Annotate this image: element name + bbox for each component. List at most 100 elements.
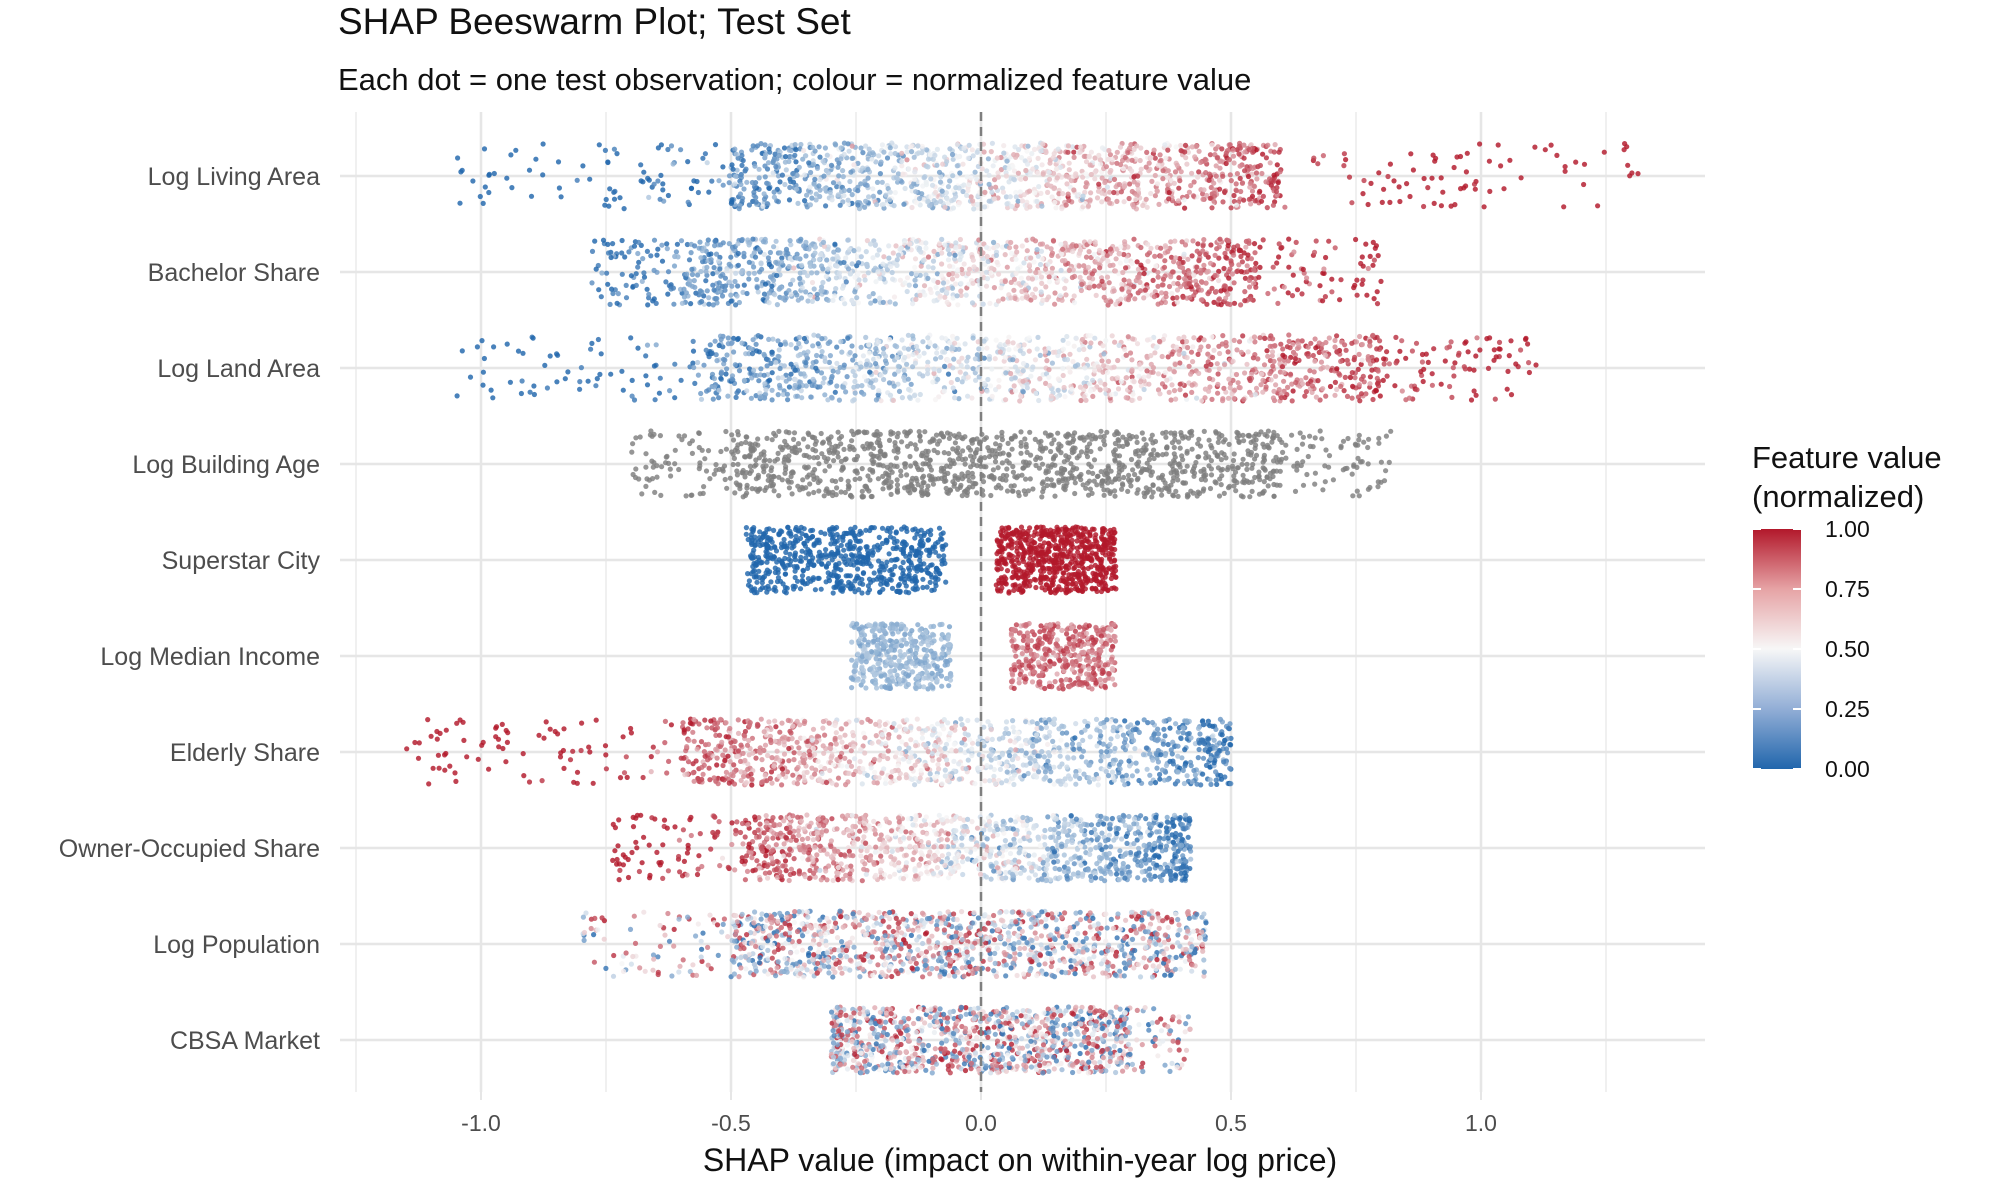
- shap-point: [966, 142, 972, 148]
- shap-point: [723, 283, 729, 289]
- shap-point: [725, 341, 732, 347]
- shap-point: [1246, 277, 1252, 283]
- shap-point: [614, 300, 620, 306]
- shap-point: [847, 178, 853, 185]
- shap-point: [739, 236, 745, 243]
- shap-point: [694, 178, 700, 185]
- shap-point: [1332, 392, 1338, 398]
- shap-point: [1134, 259, 1140, 265]
- shap-point: [960, 161, 966, 167]
- shap-point: [1073, 335, 1079, 341]
- shap-point: [1148, 361, 1154, 367]
- shap-point: [984, 168, 990, 174]
- shap-point: [894, 344, 900, 350]
- shap-point: [880, 346, 887, 352]
- shap-point: [955, 302, 961, 308]
- shap-point: [1031, 146, 1038, 152]
- shap-point: [1244, 263, 1250, 269]
- shap-point: [960, 188, 966, 195]
- shap-point: [606, 203, 612, 209]
- shap-point: [1352, 375, 1358, 381]
- shap-point: [1013, 194, 1019, 200]
- shap-point: [1271, 172, 1277, 178]
- shap-point: [985, 376, 991, 383]
- shap-point: [1367, 253, 1373, 259]
- shap-point: [858, 254, 864, 260]
- shap-point: [1087, 284, 1093, 290]
- shap-point: [1087, 388, 1094, 394]
- shap-point: [722, 275, 729, 281]
- shap-point: [1359, 254, 1365, 260]
- shap-point: [1116, 251, 1122, 257]
- shap-point: [796, 340, 802, 347]
- shap-point: [1242, 370, 1248, 376]
- shap-point: [1174, 162, 1180, 168]
- shap-point: [1021, 260, 1027, 266]
- shap-point: [1332, 344, 1338, 350]
- shap-point: [1066, 267, 1072, 273]
- shap-point: [923, 182, 930, 188]
- shap-point: [905, 376, 911, 382]
- shap-point: [482, 184, 488, 190]
- shap-point: [916, 429, 922, 435]
- shap-point: [1070, 358, 1076, 365]
- shap-point: [809, 298, 816, 304]
- shap-point: [793, 186, 800, 192]
- shap-point: [1270, 202, 1276, 208]
- shap-point: [847, 271, 854, 277]
- shap-point: [1088, 171, 1094, 178]
- shap-point: [1011, 176, 1017, 182]
- shap-point: [1246, 238, 1252, 244]
- shap-point: [1312, 336, 1318, 342]
- shap-point: [891, 203, 897, 209]
- shap-point: [1240, 479, 1246, 485]
- shap-point: [990, 163, 996, 169]
- shap-point: [1103, 164, 1109, 170]
- shap-point: [1080, 174, 1086, 180]
- shap-point: [855, 188, 861, 194]
- shap-point: [540, 172, 546, 178]
- shap-point: [817, 154, 823, 160]
- shap-point: [1001, 143, 1007, 149]
- shap-point: [767, 274, 774, 280]
- shap-point: [602, 147, 609, 153]
- shap-point: [964, 364, 970, 370]
- shap-point: [1127, 384, 1133, 391]
- shap-point: [1409, 348, 1415, 354]
- shap-point: [587, 176, 593, 182]
- shap-point: [851, 384, 857, 390]
- shap-point: [1241, 197, 1247, 203]
- shap-point: [1252, 198, 1258, 204]
- shap-point: [664, 241, 670, 247]
- shap-point: [1370, 239, 1376, 245]
- shap-point: [994, 259, 1000, 265]
- shap-point: [1410, 167, 1416, 173]
- shap-point: [867, 150, 873, 157]
- shap-point: [814, 270, 820, 276]
- shap-point: [1421, 203, 1427, 210]
- shap-point: [1026, 335, 1032, 341]
- shap-point: [1057, 164, 1063, 170]
- shap-point: [1175, 281, 1181, 287]
- shap-point: [1160, 452, 1166, 458]
- shap-point: [766, 261, 773, 267]
- shap-point: [703, 468, 710, 474]
- shap-point: [674, 241, 681, 247]
- shap-point: [773, 164, 779, 170]
- shap-point: [1062, 285, 1068, 291]
- shap-point: [1315, 378, 1321, 384]
- shap-point: [1236, 143, 1242, 149]
- shap-point: [1092, 335, 1098, 341]
- shap-point: [1342, 374, 1348, 380]
- shap-point: [658, 142, 665, 148]
- shap-point: [804, 192, 810, 198]
- shap-point: [788, 342, 794, 348]
- shap-point: [1173, 144, 1179, 150]
- shap-point: [689, 450, 696, 456]
- shap-point: [1030, 166, 1036, 172]
- shap-point: [1087, 162, 1093, 168]
- shap-point: [1233, 371, 1240, 378]
- shap-point: [981, 338, 987, 344]
- shap-point: [736, 206, 742, 212]
- shap-point: [970, 280, 976, 286]
